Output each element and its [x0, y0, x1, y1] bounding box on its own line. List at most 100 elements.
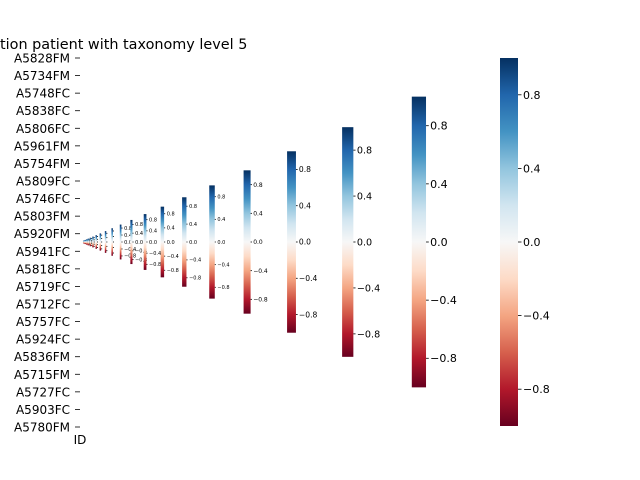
- colorbar-tick-label: −0.8: [523, 383, 550, 396]
- colorbar-fill: [160, 206, 165, 278]
- colorbar-tick-label: −0.8: [167, 268, 179, 274]
- colorbar-fill: [411, 96, 427, 388]
- colorbar-fill: [92, 236, 94, 248]
- colorbar-fill: [82, 240, 85, 244]
- colorbar-tick-label: −0.8: [124, 254, 136, 260]
- colorbar-tick-label: −0.8: [253, 296, 268, 303]
- colorbar-tick-label: 0.4: [253, 210, 263, 217]
- colorbar-fill: [104, 231, 107, 253]
- colorbar-tick-label: −0.8: [299, 310, 318, 319]
- colorbar-tick-label: 0.8: [430, 120, 448, 133]
- colorbar: −0.8−0.40.00.40.8: [342, 127, 380, 357]
- colorbar-tick-label: −0.8: [189, 276, 201, 282]
- colorbar: −0.8−0.40.00.40.8: [243, 170, 268, 314]
- row-label: A5903FC: [16, 403, 70, 417]
- colorbar-tick-label: 0.0: [357, 237, 372, 248]
- colorbar-tick-label: −0.8: [149, 262, 161, 268]
- colorbar: [111, 228, 114, 256]
- colorbar-fill: [500, 58, 518, 426]
- colorbar-fill: [287, 151, 296, 333]
- row-label: A5806FC: [16, 122, 70, 136]
- colorbar-fill: [83, 240, 86, 244]
- row-label: A5715FM: [14, 368, 70, 382]
- colorbar-tick-label: 0.4: [124, 233, 132, 239]
- colorbar-fill: [182, 197, 187, 287]
- colorbar-tick-label: −0.8: [135, 257, 147, 263]
- colorbar-tick-label: 0.4: [135, 231, 143, 237]
- colorbar-tick-label: 0.8: [299, 165, 311, 174]
- colorbar-tick-label: −0.4: [217, 262, 229, 268]
- row-label: A5920FM: [14, 227, 70, 241]
- colorbar-tick-label: −0.8: [357, 329, 380, 340]
- x-axis-label: ID: [74, 433, 87, 447]
- row-label: A5803FM: [14, 210, 70, 224]
- row-label: A5746FC: [16, 192, 70, 206]
- colorbar-fill: [84, 239, 87, 245]
- colorbar-tick-label: −0.4: [135, 249, 147, 255]
- row-label: A5924FC: [16, 333, 70, 347]
- row-label: A5727FC: [16, 385, 70, 399]
- colorbar-tick-label: 0.8: [189, 204, 197, 210]
- colorbar-tick-label: 0.8: [217, 195, 225, 201]
- row-label: A5961FM: [14, 139, 70, 153]
- colorbar-fill: [342, 127, 354, 357]
- row-label: A5838FC: [16, 104, 70, 118]
- row-labels: A5828FM A5734FM A5748FC A5838FC A5806FC A5961…: [14, 52, 80, 435]
- chart-title: tion patient with taxonomy level 5: [0, 37, 247, 53]
- colorbar-tick-label: 0.0: [217, 240, 225, 246]
- colorbar-fill: [143, 214, 147, 270]
- row-label: A5809FC: [16, 175, 70, 189]
- colorbar-tick-label: −0.4: [189, 258, 201, 264]
- colorbar-tick-label: −0.4: [124, 247, 136, 253]
- colorbar-fill: [89, 237, 92, 247]
- colorbar-fill: [86, 239, 88, 245]
- colorbar-tick-label: 0.4: [217, 217, 225, 223]
- colorbar-tick-label: 0.0: [430, 236, 448, 249]
- colorbar-tick-label: 0.8: [149, 217, 157, 223]
- colorbar-tick-label: 0.0: [167, 240, 175, 246]
- colorbars: −0.8−0.40.00.40.8−0.8−0.40.00.40.8−0.8−0…: [82, 58, 550, 426]
- colorbar-tick-label: 0.4: [149, 229, 157, 235]
- colorbar: [95, 235, 99, 249]
- colorbar-tick-label: −0.4: [167, 254, 179, 260]
- colorbar-tick-label: −0.4: [430, 294, 457, 307]
- colorbar-tick-label: 0.0: [253, 239, 263, 246]
- colorbar-tick-label: 0.8: [253, 182, 263, 189]
- colorbar-fill: [95, 235, 97, 249]
- colorbar-tick-label: −0.4: [149, 251, 161, 257]
- colorbar: −0.8−0.40.00.40.8: [209, 185, 230, 299]
- row-label: A5748FC: [16, 87, 70, 101]
- colorbar-fill: [119, 224, 122, 260]
- colorbar-tick-label: 0.0: [299, 238, 311, 247]
- colorbar: [92, 236, 95, 248]
- colorbar: −0.8−0.40.00.40.8: [500, 58, 550, 426]
- colorbar-fill: [111, 228, 113, 256]
- row-label: A5719FC: [16, 280, 70, 294]
- row-label: A5941FC: [16, 245, 70, 259]
- colorbar-tick-label: 0.4: [523, 162, 541, 175]
- colorbar: −0.8−0.40.00.40.8: [411, 96, 457, 388]
- colorbar-tick-label: −0.4: [523, 310, 550, 323]
- colorbar-tick-label: 0.4: [357, 192, 372, 203]
- colorbar-fill: [99, 233, 102, 251]
- colorbar-fill: [243, 170, 251, 314]
- colorbar-tick-label: −0.4: [299, 274, 318, 283]
- colorbar: −0.8−0.40.00.40.8: [182, 197, 201, 287]
- colorbar: [104, 231, 108, 253]
- colorbar: −0.8−0.40.00.40.8: [287, 151, 318, 333]
- colorbar: −0.8−0.40.00.40.8: [119, 224, 136, 260]
- colorbar-tick-label: 0.4: [167, 226, 175, 232]
- row-label: A5828FM: [14, 52, 70, 66]
- colorbar: −0.8 −0.4 0.0 0.4 0.8: [160, 206, 179, 278]
- row-label: A5734FM: [14, 69, 70, 83]
- colorbar-tick-label: −0.8: [430, 352, 457, 365]
- row-label: A5818FC: [16, 262, 70, 276]
- colorbar-tick-label: 0.0: [135, 240, 143, 246]
- colorbar-tick-label: 0.8: [124, 226, 132, 232]
- colorbar-tick-label: 0.8: [167, 212, 175, 218]
- row-label: A5757FC: [16, 315, 70, 329]
- colorbar: [99, 233, 103, 251]
- colorbar: [89, 237, 93, 247]
- row-label: A5836FM: [14, 350, 70, 364]
